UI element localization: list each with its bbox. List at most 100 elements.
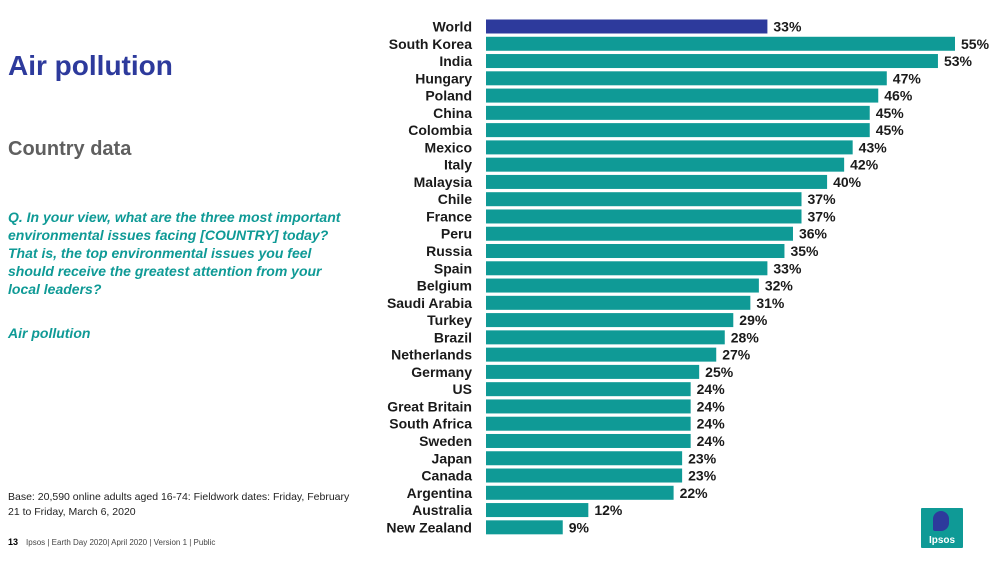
base-note: Base: 20,590 online adults aged 16-74: F… [8, 491, 350, 518]
value-label-spain: 33% [773, 260, 802, 276]
value-label-brazil: 28% [731, 329, 760, 345]
value-label-india: 53% [944, 53, 973, 69]
value-label-netherlands: 27% [722, 347, 751, 363]
bar-netherlands [486, 347, 717, 362]
bar-germany [486, 364, 700, 379]
bar-belgium [486, 278, 759, 293]
value-label-mexico: 43% [859, 139, 888, 155]
value-label-new-zealand: 9% [569, 519, 590, 535]
value-label-colombia: 45% [876, 122, 905, 138]
category-label-australia: Australia [412, 502, 472, 518]
category-label-turkey: Turkey [427, 312, 472, 328]
category-label-brazil: Brazil [434, 329, 472, 345]
bar-russia [486, 244, 785, 259]
value-label-south-africa: 24% [697, 416, 726, 432]
footer: 13 Ipsos | Earth Day 2020| April 2020 | … [8, 537, 215, 547]
bar-china [486, 105, 870, 120]
value-label-france: 37% [808, 208, 837, 224]
bar-argentina [486, 485, 674, 500]
footer-text: Ipsos | Earth Day 2020| April 2020 | Ver… [26, 538, 216, 547]
category-label-china: China [433, 105, 472, 121]
bar-hungary [486, 71, 887, 86]
category-label-canada: Canada [421, 468, 472, 484]
value-label-japan: 23% [688, 450, 717, 466]
category-label-chile: Chile [438, 191, 472, 207]
survey-topic: Air pollution [8, 325, 91, 341]
category-label-netherlands: Netherlands [391, 347, 472, 363]
value-label-chile: 37% [808, 191, 837, 207]
bar-poland [486, 88, 879, 103]
category-label-colombia: Colombia [408, 122, 472, 138]
bar-turkey [486, 313, 734, 328]
bar-world [486, 19, 768, 34]
value-label-peru: 36% [799, 226, 828, 242]
category-label-japan: Japan [432, 450, 472, 466]
category-label-south-korea: South Korea [389, 36, 472, 52]
bar-new-zealand [486, 520, 563, 535]
category-label-mexico: Mexico [425, 139, 472, 155]
value-label-italy: 42% [850, 157, 879, 173]
value-label-saudi-arabia: 31% [756, 295, 785, 311]
value-label-canada: 23% [688, 468, 717, 484]
bar-canada [486, 468, 683, 483]
value-label-world: 33% [773, 19, 802, 35]
bar-mexico [486, 140, 853, 155]
bar-peru [486, 226, 793, 241]
logo-text: Ipsos [928, 535, 956, 546]
value-label-germany: 25% [705, 364, 734, 380]
category-label-malaysia: Malaysia [414, 174, 473, 190]
bar-brazil [486, 330, 725, 345]
value-label-argentina: 22% [680, 485, 709, 501]
bar-south-korea [486, 36, 955, 51]
bar-india [486, 54, 938, 69]
value-label-great-britain: 24% [697, 398, 726, 414]
bar-japan [486, 451, 683, 466]
category-label-saudi-arabia: Saudi Arabia [387, 295, 472, 311]
bar-sweden [486, 433, 691, 448]
category-label-great-britain: Great Britain [387, 398, 472, 414]
bar-malaysia [486, 174, 828, 189]
category-label-india: India [439, 53, 472, 69]
bar-great-britain [486, 399, 691, 414]
value-label-us: 24% [697, 381, 726, 397]
value-label-belgium: 32% [765, 278, 794, 294]
category-label-argentina: Argentina [407, 485, 473, 501]
category-label-poland: Poland [425, 88, 472, 104]
value-label-hungary: 47% [893, 70, 922, 86]
survey-question: Q. In your view, what are the three most… [8, 209, 341, 297]
value-label-turkey: 29% [739, 312, 768, 328]
bar-spain [486, 261, 768, 276]
bar-saudi-arabia [486, 295, 751, 310]
value-label-china: 45% [876, 105, 905, 121]
category-label-russia: Russia [426, 243, 472, 259]
value-label-australia: 12% [594, 502, 623, 518]
bar-france [486, 209, 802, 224]
value-label-russia: 35% [790, 243, 819, 259]
category-label-germany: Germany [411, 364, 472, 380]
bar-us [486, 382, 691, 397]
bar-italy [486, 157, 845, 172]
bar-colombia [486, 123, 870, 138]
category-label-peru: Peru [441, 226, 472, 242]
page-number: 13 [8, 537, 19, 547]
bar-south-africa [486, 416, 691, 431]
value-label-malaysia: 40% [833, 174, 862, 190]
ipsos-logo: Ipsos [921, 508, 963, 548]
value-label-poland: 46% [884, 88, 913, 104]
page-title: Air pollution [8, 50, 173, 81]
category-label-belgium: Belgium [417, 278, 472, 294]
category-label-france: France [426, 208, 472, 224]
category-label-us: US [453, 381, 472, 397]
bar-australia [486, 503, 589, 518]
value-label-south-korea: 55% [961, 36, 990, 52]
category-label-spain: Spain [434, 260, 472, 276]
category-label-italy: Italy [444, 157, 472, 173]
bar-chile [486, 192, 802, 207]
category-label-world: World [433, 19, 472, 35]
category-label-sweden: Sweden [419, 433, 472, 449]
value-label-sweden: 24% [697, 433, 726, 449]
category-label-south-africa: South Africa [389, 416, 472, 432]
logo-bubble-icon [933, 511, 949, 531]
category-label-hungary: Hungary [415, 70, 472, 86]
